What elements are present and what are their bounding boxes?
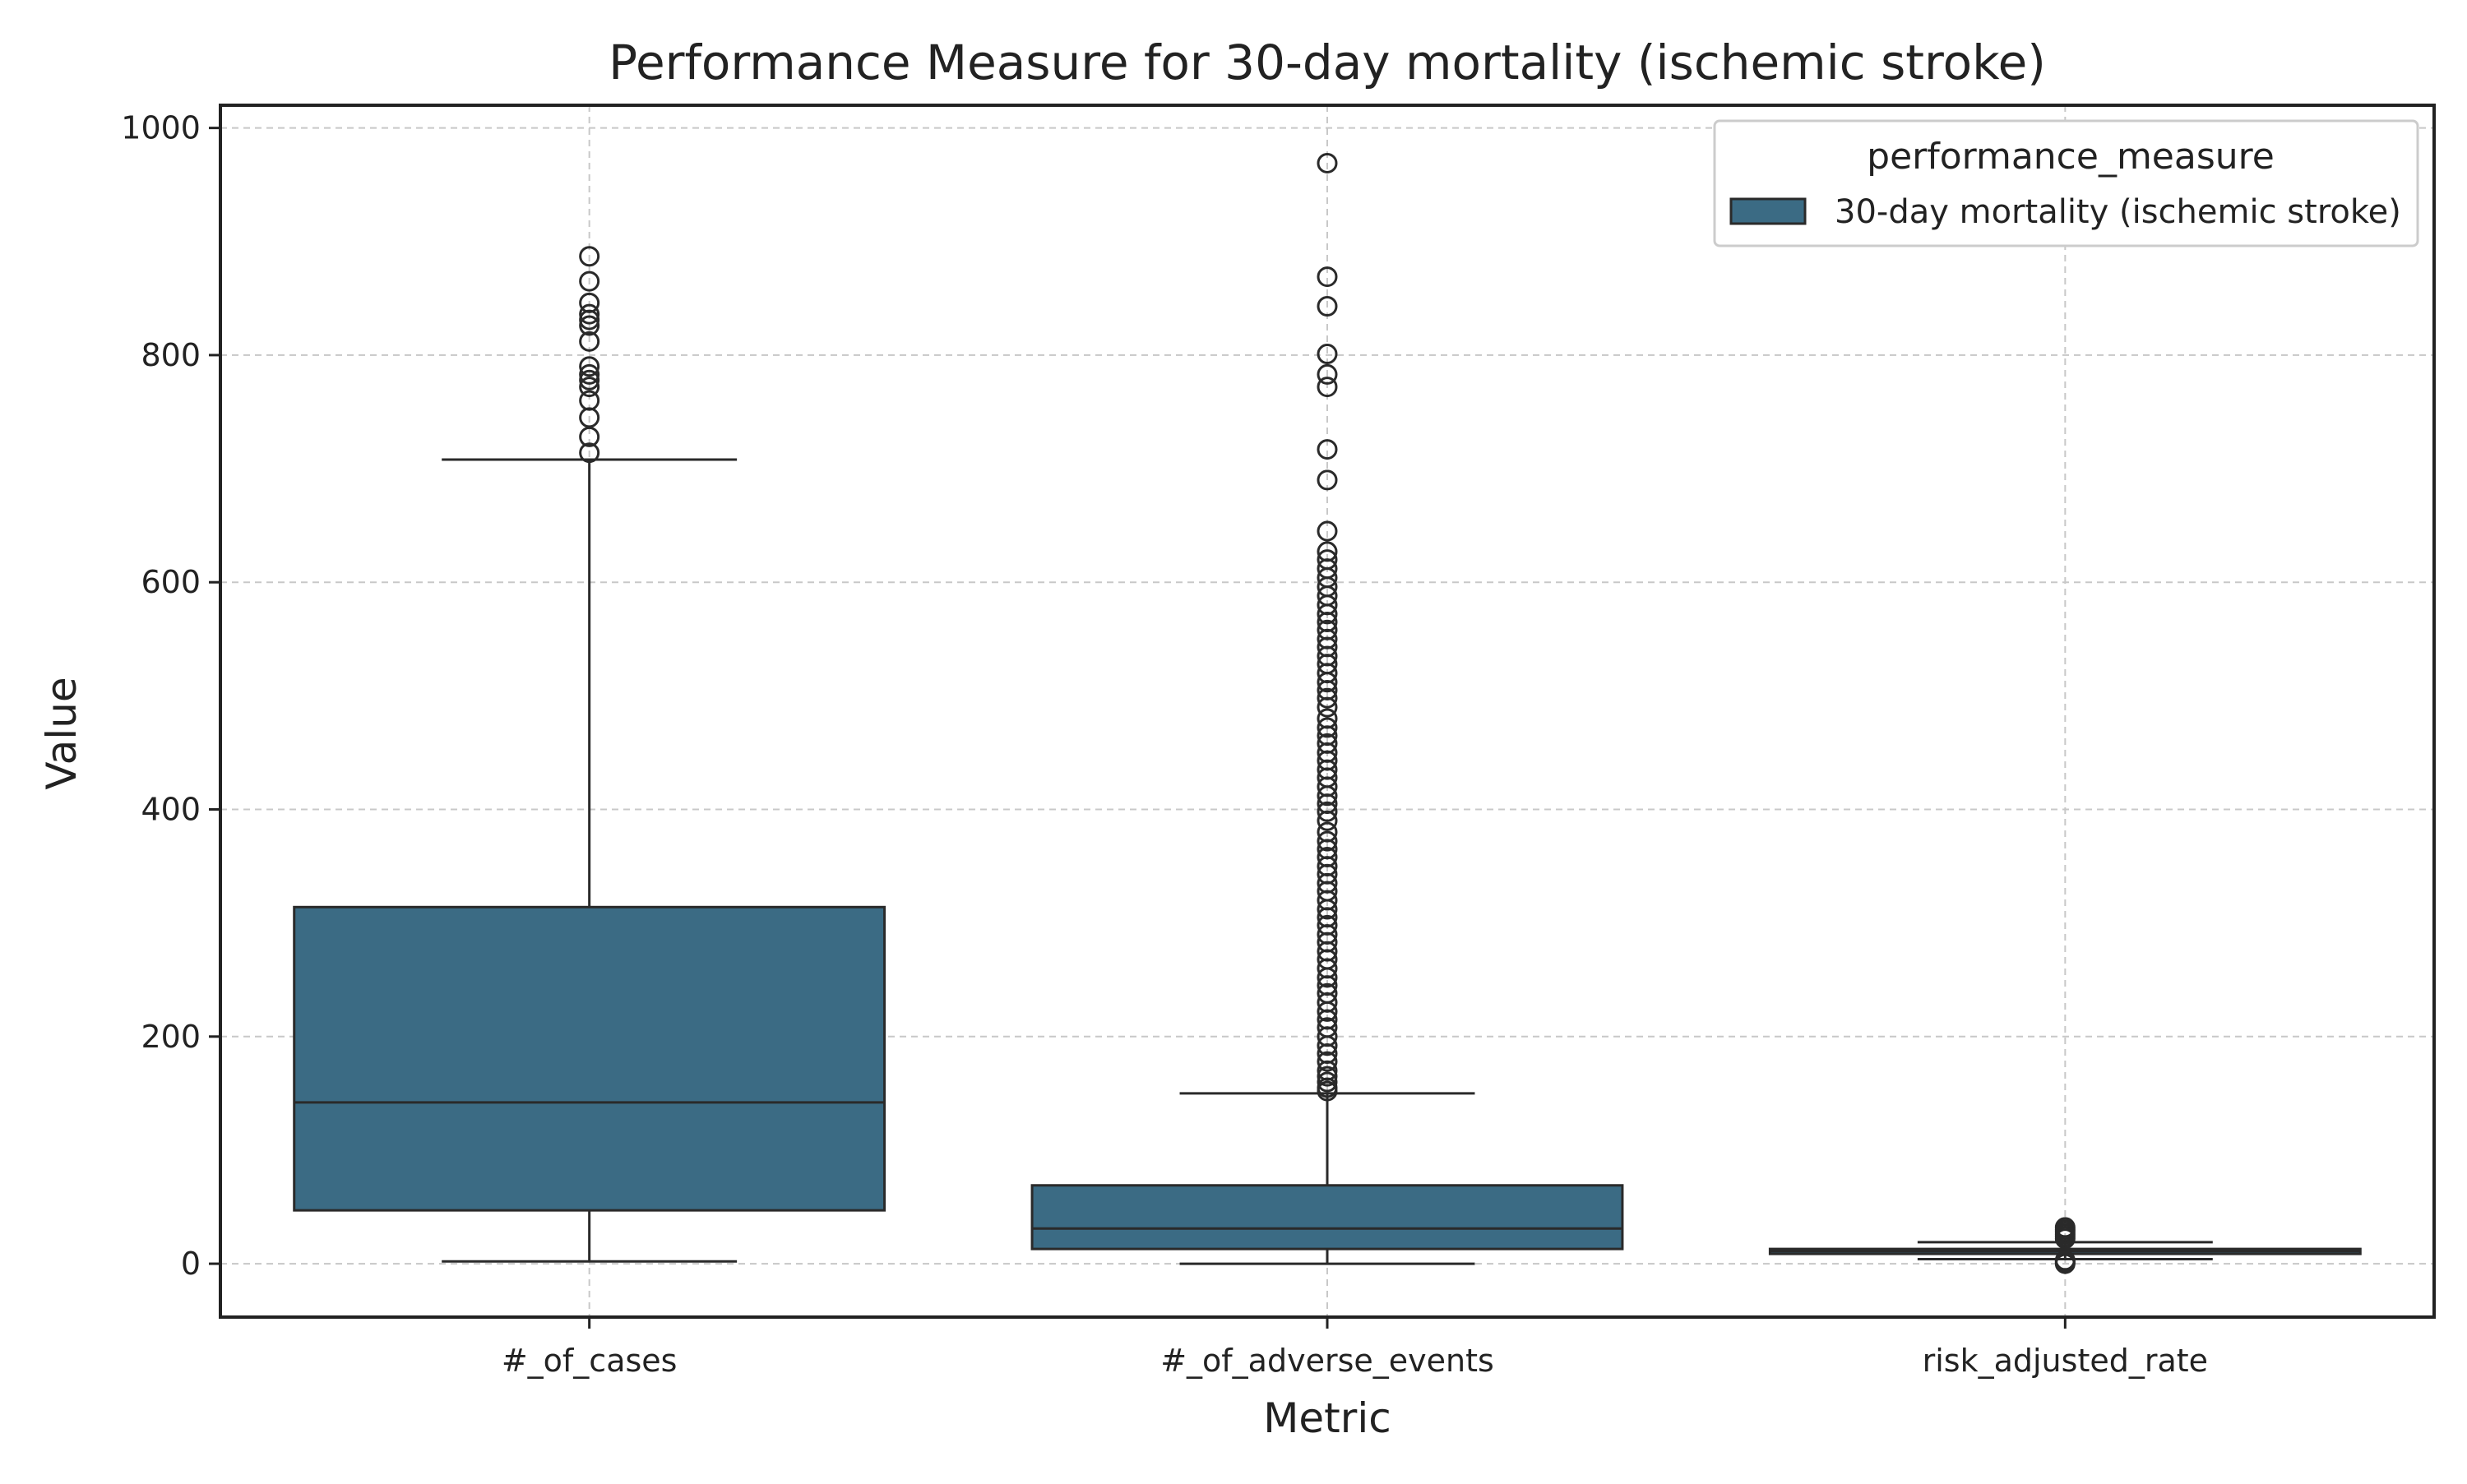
outlier-point <box>1317 1066 1338 1087</box>
y-tick-label: 200 <box>141 1019 201 1055</box>
outlier-point <box>579 315 600 336</box>
y-tick-label: 600 <box>141 564 201 600</box>
outlier-point <box>579 363 600 385</box>
box-group-#_of_cases <box>293 246 886 1263</box>
outlier-point <box>1317 152 1338 173</box>
y-tick-label: 0 <box>181 1246 201 1282</box>
outlier-point <box>579 331 600 352</box>
outlier-point <box>579 442 600 464</box>
outlier-point <box>579 377 600 398</box>
outlier-point <box>1317 619 1338 640</box>
x-tick-label: #_of_cases <box>502 1343 678 1379</box>
legend: performance_measure 30-day mortality (is… <box>1713 119 2419 247</box>
chart-title: Performance Measure for 30-day mortality… <box>609 35 2046 90</box>
legend-frame <box>1713 119 2419 247</box>
legend-entry-label: 30-day mortality (ischemic stroke) <box>1835 193 2401 231</box>
box-layer <box>293 152 2362 1274</box>
outlier-point <box>1317 708 1338 729</box>
outlier-point <box>1317 363 1338 385</box>
x-tick-label: risk_adjusted_rate <box>1923 1343 2208 1379</box>
outlier-point <box>1317 344 1338 365</box>
x-tick-label: #_of_adverse_events <box>1160 1343 1494 1379</box>
outlier-point <box>579 356 600 377</box>
outlier-point <box>1317 296 1338 317</box>
outlier-point <box>1317 821 1338 843</box>
legend-title: performance_measure <box>1867 136 2275 178</box>
outlier-point <box>1317 1071 1338 1093</box>
outlier-point <box>1317 1051 1338 1072</box>
outlier-point <box>1317 520 1338 542</box>
outlier-point <box>1317 541 1338 562</box>
outlier-point <box>579 390 600 411</box>
outlier-point <box>1317 733 1338 754</box>
outlier-point <box>579 303 600 325</box>
y-tick-label: 1000 <box>121 110 201 146</box>
outlier-point <box>2054 1217 2076 1238</box>
outlier-point <box>1317 266 1338 288</box>
axes: 0 200 400 600 800 1000 #_of_cases #_of_adverse_… <box>121 104 2436 1379</box>
outlier-point <box>1317 830 1338 852</box>
outlier-point <box>1317 801 1338 822</box>
outlier-point <box>1317 717 1338 738</box>
x-axis-label: Metric <box>1263 1394 1391 1442</box>
outlier-point <box>1317 914 1338 936</box>
outlier-point <box>1317 847 1338 868</box>
outlier-point <box>1317 469 1338 491</box>
legend-swatch <box>1729 197 1807 225</box>
outlier-point <box>579 292 600 313</box>
box-iqr <box>1030 1184 1624 1251</box>
y-axis-label: Value <box>38 677 86 789</box>
outlier-point <box>1317 687 1338 709</box>
outlier-point <box>2054 1250 2076 1271</box>
outlier-point <box>579 270 600 292</box>
y-tick-label: 400 <box>141 791 201 827</box>
box-group-#_of_adverse_events <box>1030 152 1624 1265</box>
outlier-point <box>1317 549 1338 571</box>
y-tick-label: 800 <box>141 337 201 373</box>
outlier-point <box>1317 982 1338 1004</box>
box-iqr <box>293 905 886 1212</box>
outlier-point <box>1317 439 1338 460</box>
outlier-point <box>1317 1017 1338 1038</box>
outlier-point <box>1317 377 1338 398</box>
outlier-point <box>579 246 600 267</box>
outlier-point <box>579 369 600 391</box>
box-group-risk_adjusted_rate <box>1768 1217 2362 1274</box>
